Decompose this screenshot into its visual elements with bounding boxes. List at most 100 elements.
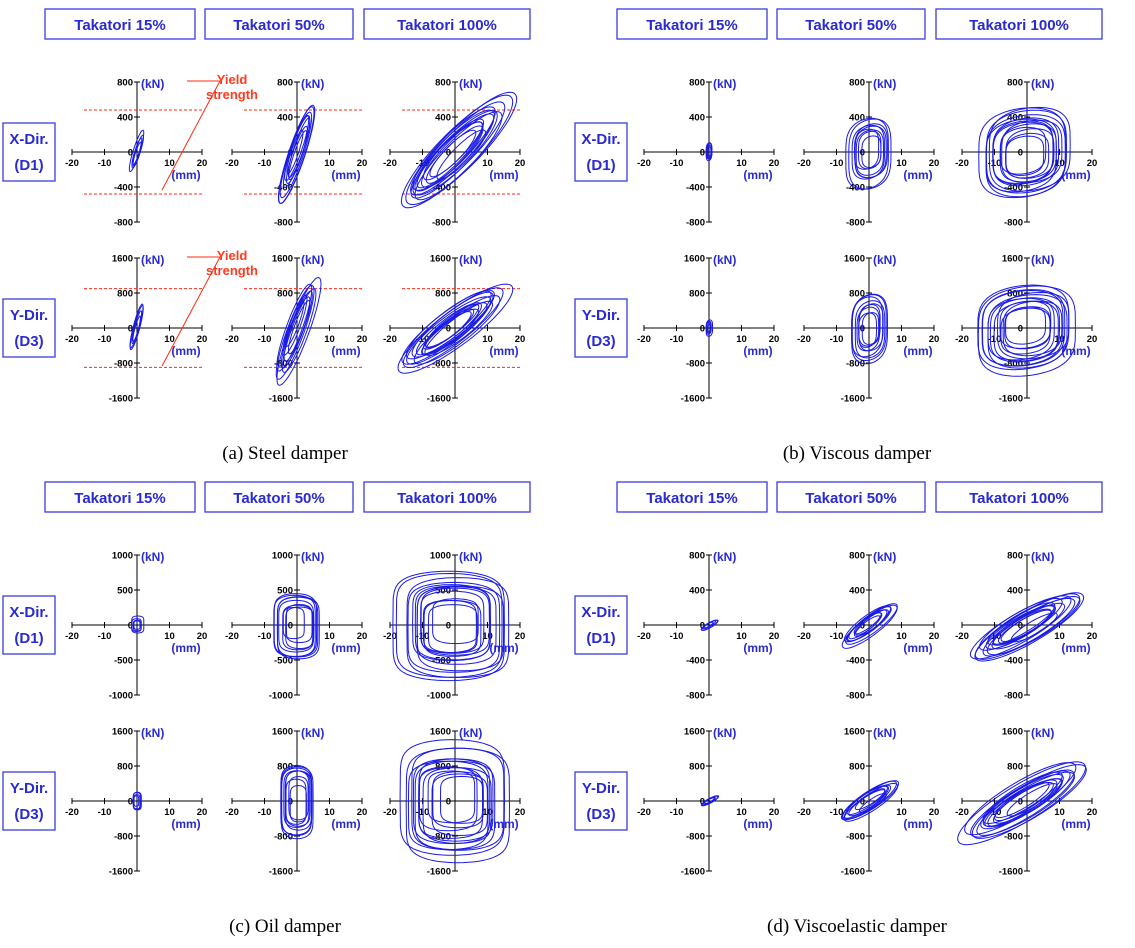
hysteresis-loop	[133, 620, 141, 630]
y-tick-label: -800	[432, 218, 451, 229]
x-tick-label: -10	[670, 334, 684, 345]
y-tick-label: 1600	[272, 254, 293, 265]
y-tick-label: 1000	[430, 551, 451, 562]
hysteresis-loop	[420, 587, 490, 656]
y-tick-label: 800	[117, 762, 133, 773]
hysteresis-loop	[957, 761, 1087, 846]
y-tick-label: -800	[432, 359, 451, 370]
x-tick-label: -20	[65, 807, 79, 818]
row-label: Y-Dir.	[582, 307, 620, 324]
yield-pointer	[161, 80, 221, 191]
chart-panel: Takatori 15% Takatori 50% Takatori 100% X-D…	[574, 8, 1103, 464]
x-tick-label: 20	[769, 631, 780, 642]
y-tick-label: -800	[114, 832, 133, 843]
column-header-box	[363, 481, 531, 513]
x-unit-label: (mm)	[903, 641, 932, 655]
x-tick-label: 10	[164, 631, 175, 642]
x-tick-label: 10	[736, 807, 747, 818]
hysteresis-loop	[705, 142, 713, 162]
hysteresis-loop	[285, 603, 313, 644]
y-tick-label: -800	[846, 218, 865, 229]
y-unit-label: (kN)	[873, 77, 896, 91]
x-tick-label: -20	[65, 334, 79, 345]
y-tick-label: -1000	[269, 691, 293, 702]
hysteresis-loop	[400, 94, 514, 209]
x-tick-label: 10	[324, 631, 335, 642]
x-tick-label: 20	[769, 334, 780, 345]
x-unit-label: (mm)	[903, 817, 932, 831]
y-tick-label: -800	[274, 832, 293, 843]
x-tick-label: 10	[896, 158, 907, 169]
y-tick-label: 800	[1007, 78, 1023, 89]
y-tick-label: 1600	[430, 254, 451, 265]
y-tick-label: 1600	[844, 254, 865, 265]
x-tick-label: 10	[1054, 807, 1065, 818]
hysteresis-loop	[439, 775, 484, 824]
hysteresis-loop	[991, 602, 1066, 650]
y-tick-label: -800	[432, 832, 451, 843]
x-unit-label: (mm)	[171, 168, 200, 182]
hysteresis-loop	[976, 771, 1076, 836]
x-tick-label: 20	[515, 807, 526, 818]
hysteresis-loop	[700, 619, 719, 631]
y-unit-label: (kN)	[459, 550, 482, 564]
subplot: -20 -10 10 20 1000 500 0 -500 -1000 (kN) (mm)	[65, 550, 207, 702]
y-tick-label: -800	[274, 359, 293, 370]
chart-panel: Takatori 15% Takatori 50% Takatori 100% X-D…	[574, 481, 1103, 937]
x-tick-label: -10	[416, 807, 430, 818]
hysteresis-loop	[406, 577, 510, 679]
hysteresis-loop	[845, 603, 898, 645]
x-tick-label: 10	[736, 334, 747, 345]
x-tick-label: 10	[164, 807, 175, 818]
column-header: Takatori 15%	[74, 17, 165, 34]
row-label: X-Dir.	[9, 131, 48, 148]
hysteresis-loop	[418, 758, 494, 842]
hysteresis-loop	[412, 106, 496, 191]
hysteresis-loop	[131, 615, 145, 634]
row-label-box	[2, 595, 56, 655]
y-tick-label: 800	[1007, 762, 1023, 773]
y-tick-label: -800	[114, 359, 133, 370]
y-tick-label: 1600	[844, 727, 865, 738]
hysteresis-loop	[414, 760, 496, 850]
y-tick-label: -1600	[841, 394, 865, 405]
yield-annotation: Yield	[217, 72, 248, 87]
y-unit-label: (kN)	[459, 77, 482, 91]
y-tick-label: 800	[689, 551, 705, 562]
y-tick-label: -800	[1004, 218, 1023, 229]
hysteresis-loop	[401, 289, 495, 365]
x-tick-label: -10	[98, 631, 112, 642]
y-tick-label: 0	[446, 324, 451, 335]
hysteresis-loop	[841, 604, 898, 649]
hysteresis-loop	[395, 572, 503, 678]
x-tick-label: 20	[197, 631, 208, 642]
x-tick-label: -20	[383, 334, 397, 345]
row-label-box	[2, 298, 56, 358]
y-tick-label: -800	[1004, 359, 1023, 370]
x-tick-label: -10	[258, 807, 272, 818]
yield-annotation: Yield	[217, 248, 248, 263]
x-tick-label: 10	[164, 334, 175, 345]
y-unit-label: (kN)	[301, 726, 324, 740]
hysteresis-loop	[278, 599, 315, 653]
y-tick-label: 400	[689, 586, 705, 597]
y-tick-label: -400	[686, 183, 705, 194]
hysteresis-loop	[1004, 306, 1051, 350]
y-tick-label: 800	[849, 762, 865, 773]
column-header: Takatori 100%	[397, 17, 497, 34]
y-tick-label: -1600	[681, 867, 705, 878]
x-tick-label: 20	[515, 334, 526, 345]
y-tick-label: -800	[846, 832, 865, 843]
hysteresis-loop	[989, 297, 1061, 363]
y-tick-label: 1600	[272, 727, 293, 738]
x-tick-label: -20	[797, 807, 811, 818]
